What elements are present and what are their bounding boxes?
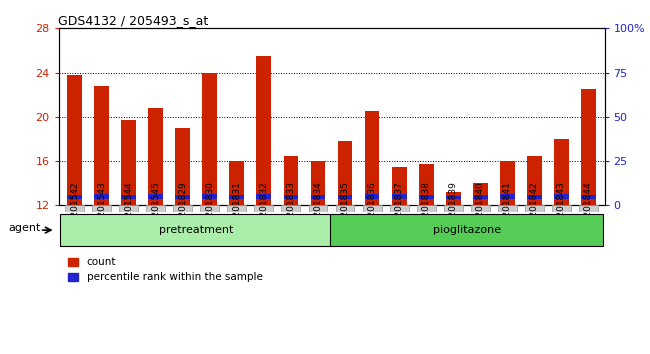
Bar xyxy=(526,155,541,205)
FancyBboxPatch shape xyxy=(174,205,192,212)
Text: GSM201840: GSM201840 xyxy=(476,182,485,236)
Text: GSM201841: GSM201841 xyxy=(502,182,512,236)
Bar xyxy=(257,56,271,205)
Bar xyxy=(419,195,434,199)
FancyBboxPatch shape xyxy=(578,205,598,212)
Bar xyxy=(419,164,434,205)
Text: GSM201543: GSM201543 xyxy=(98,182,106,236)
Bar xyxy=(446,192,461,205)
Bar xyxy=(311,195,326,199)
FancyBboxPatch shape xyxy=(146,205,165,212)
Bar xyxy=(365,194,380,199)
Bar xyxy=(473,195,488,199)
Bar xyxy=(500,194,515,199)
Text: GDS4132 / 205493_s_at: GDS4132 / 205493_s_at xyxy=(58,14,209,27)
FancyBboxPatch shape xyxy=(281,205,300,212)
Text: GSM201837: GSM201837 xyxy=(395,181,404,236)
Bar xyxy=(473,183,488,205)
FancyBboxPatch shape xyxy=(65,205,84,212)
Text: GSM201542: GSM201542 xyxy=(70,182,79,236)
FancyBboxPatch shape xyxy=(120,205,138,212)
Bar xyxy=(176,195,190,199)
Bar xyxy=(311,161,326,205)
Bar xyxy=(283,195,298,199)
Bar xyxy=(68,195,82,199)
FancyBboxPatch shape xyxy=(60,214,333,246)
FancyBboxPatch shape xyxy=(552,205,571,212)
Bar xyxy=(229,195,244,199)
Text: GSM201831: GSM201831 xyxy=(233,181,241,236)
Bar xyxy=(229,161,244,205)
FancyBboxPatch shape xyxy=(92,205,111,212)
Text: pretreatment: pretreatment xyxy=(159,225,233,235)
Bar xyxy=(94,194,109,199)
Bar xyxy=(554,139,569,205)
Bar xyxy=(122,195,136,199)
Bar xyxy=(202,194,217,199)
Bar xyxy=(122,120,136,205)
FancyBboxPatch shape xyxy=(498,205,517,212)
Text: GSM201834: GSM201834 xyxy=(313,182,322,236)
Text: GSM201844: GSM201844 xyxy=(584,182,593,236)
FancyBboxPatch shape xyxy=(227,205,246,212)
FancyBboxPatch shape xyxy=(254,205,274,212)
Bar xyxy=(94,86,109,205)
Bar xyxy=(148,108,163,205)
Bar xyxy=(176,128,190,205)
Bar xyxy=(202,73,217,205)
Bar xyxy=(581,195,595,199)
FancyBboxPatch shape xyxy=(389,205,409,212)
Text: GSM201835: GSM201835 xyxy=(341,181,350,236)
FancyBboxPatch shape xyxy=(417,205,436,212)
Text: GSM201832: GSM201832 xyxy=(259,182,268,236)
Bar xyxy=(68,75,82,205)
Text: GSM201830: GSM201830 xyxy=(205,181,214,236)
Text: pioglitazone: pioglitazone xyxy=(433,225,500,235)
Bar xyxy=(257,194,271,199)
Bar xyxy=(337,195,352,199)
FancyBboxPatch shape xyxy=(309,205,328,212)
Text: agent: agent xyxy=(9,223,41,233)
FancyBboxPatch shape xyxy=(525,205,543,212)
Bar xyxy=(526,195,541,199)
FancyBboxPatch shape xyxy=(444,205,463,212)
Legend: count, percentile rank within the sample: count, percentile rank within the sample xyxy=(64,253,266,286)
Bar xyxy=(392,167,406,205)
Text: GSM201843: GSM201843 xyxy=(557,182,566,236)
FancyBboxPatch shape xyxy=(330,214,603,246)
Text: GSM201544: GSM201544 xyxy=(124,182,133,236)
Bar xyxy=(392,194,406,199)
Bar xyxy=(446,196,461,199)
Text: GSM201829: GSM201829 xyxy=(178,182,187,236)
Bar xyxy=(500,161,515,205)
Text: GSM201833: GSM201833 xyxy=(287,181,296,236)
Bar xyxy=(554,194,569,199)
FancyBboxPatch shape xyxy=(363,205,382,212)
Text: GSM201836: GSM201836 xyxy=(367,181,376,236)
Text: GSM201838: GSM201838 xyxy=(422,181,430,236)
Bar xyxy=(337,141,352,205)
FancyBboxPatch shape xyxy=(471,205,489,212)
Text: GSM201545: GSM201545 xyxy=(151,182,161,236)
Bar xyxy=(283,155,298,205)
Bar xyxy=(148,194,163,199)
Bar xyxy=(581,89,595,205)
Text: GSM201839: GSM201839 xyxy=(448,181,458,236)
FancyBboxPatch shape xyxy=(200,205,219,212)
Text: GSM201842: GSM201842 xyxy=(530,182,539,236)
FancyBboxPatch shape xyxy=(335,205,354,212)
Bar xyxy=(365,111,380,205)
